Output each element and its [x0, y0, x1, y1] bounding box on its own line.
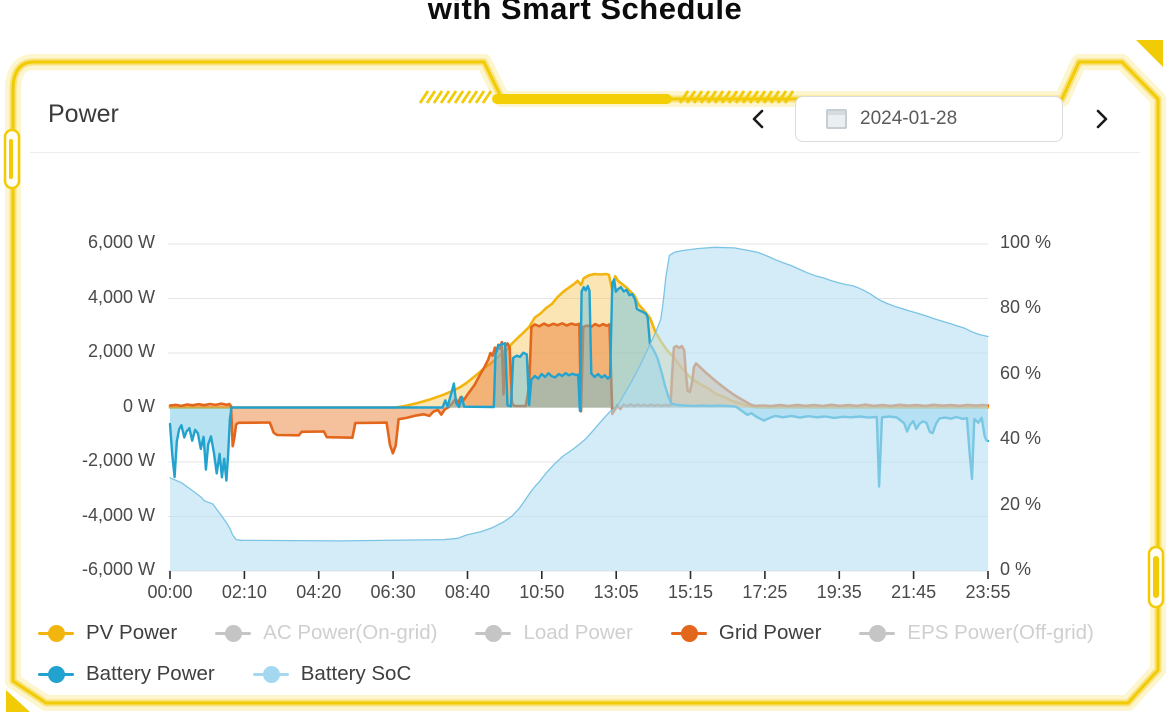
hatch-stripes: [418, 90, 795, 104]
chevron-right-icon: [1096, 109, 1108, 128]
legend-marker-icon: [670, 624, 707, 642]
date-value: 2024-01-28: [860, 108, 958, 129]
legend-label: Battery Power: [86, 662, 215, 685]
legend-item-battery-soc[interactable]: Battery SoC: [252, 662, 412, 686]
legend-label: EPS Power(Off-grid): [907, 621, 1094, 644]
corner-accent-top-right: [1136, 40, 1163, 67]
left-edge-tab-fill: [9, 139, 13, 179]
legend-item-battery-power[interactable]: Battery Power: [38, 662, 215, 686]
legend-marker-icon: [38, 624, 74, 642]
legend-marker-icon: [38, 665, 74, 683]
legend-marker-icon: [252, 665, 289, 683]
legend-item-load-power[interactable]: Load Power: [475, 621, 633, 645]
header-divider: [30, 152, 1140, 153]
legend-marker-icon: [859, 624, 896, 642]
chart-legend-row-1: PV Power AC Power(On-grid) Load Power Grid …: [38, 621, 1094, 645]
corner-accent-bottom-left: [6, 690, 30, 712]
legend-label: AC Power(On-grid): [263, 621, 438, 644]
page-title: with Smart Schedule: [427, 0, 743, 26]
legend-item-eps-power-off-grid[interactable]: EPS Power(Off-grid): [859, 621, 1094, 645]
legend-label: PV Power: [86, 621, 178, 644]
legend-label: Load Power: [523, 621, 633, 644]
legend-marker-icon: [215, 624, 252, 642]
legend-item-ac-power-on-grid[interactable]: AC Power(On-grid): [215, 621, 437, 645]
legend-marker-icon: [475, 624, 512, 642]
calendar-icon: [826, 109, 847, 129]
next-day-button[interactable]: [1086, 105, 1116, 135]
legend-item-pv-power[interactable]: PV Power: [38, 621, 177, 645]
date-picker[interactable]: 2024-01-28: [795, 96, 1063, 142]
top-center-bar: [492, 94, 672, 104]
panel-title: Power: [48, 100, 119, 128]
legend-label: Grid Power: [718, 621, 822, 644]
legend-item-grid-power[interactable]: Grid Power: [670, 621, 822, 645]
right-edge-tab-fill: [1153, 556, 1159, 598]
chevron-left-icon: [752, 109, 764, 128]
legend-label: Battery SoC: [300, 662, 412, 685]
prev-day-button[interactable]: [744, 105, 774, 135]
chart-legend-row-2: Battery Power Battery SoC: [38, 662, 411, 686]
